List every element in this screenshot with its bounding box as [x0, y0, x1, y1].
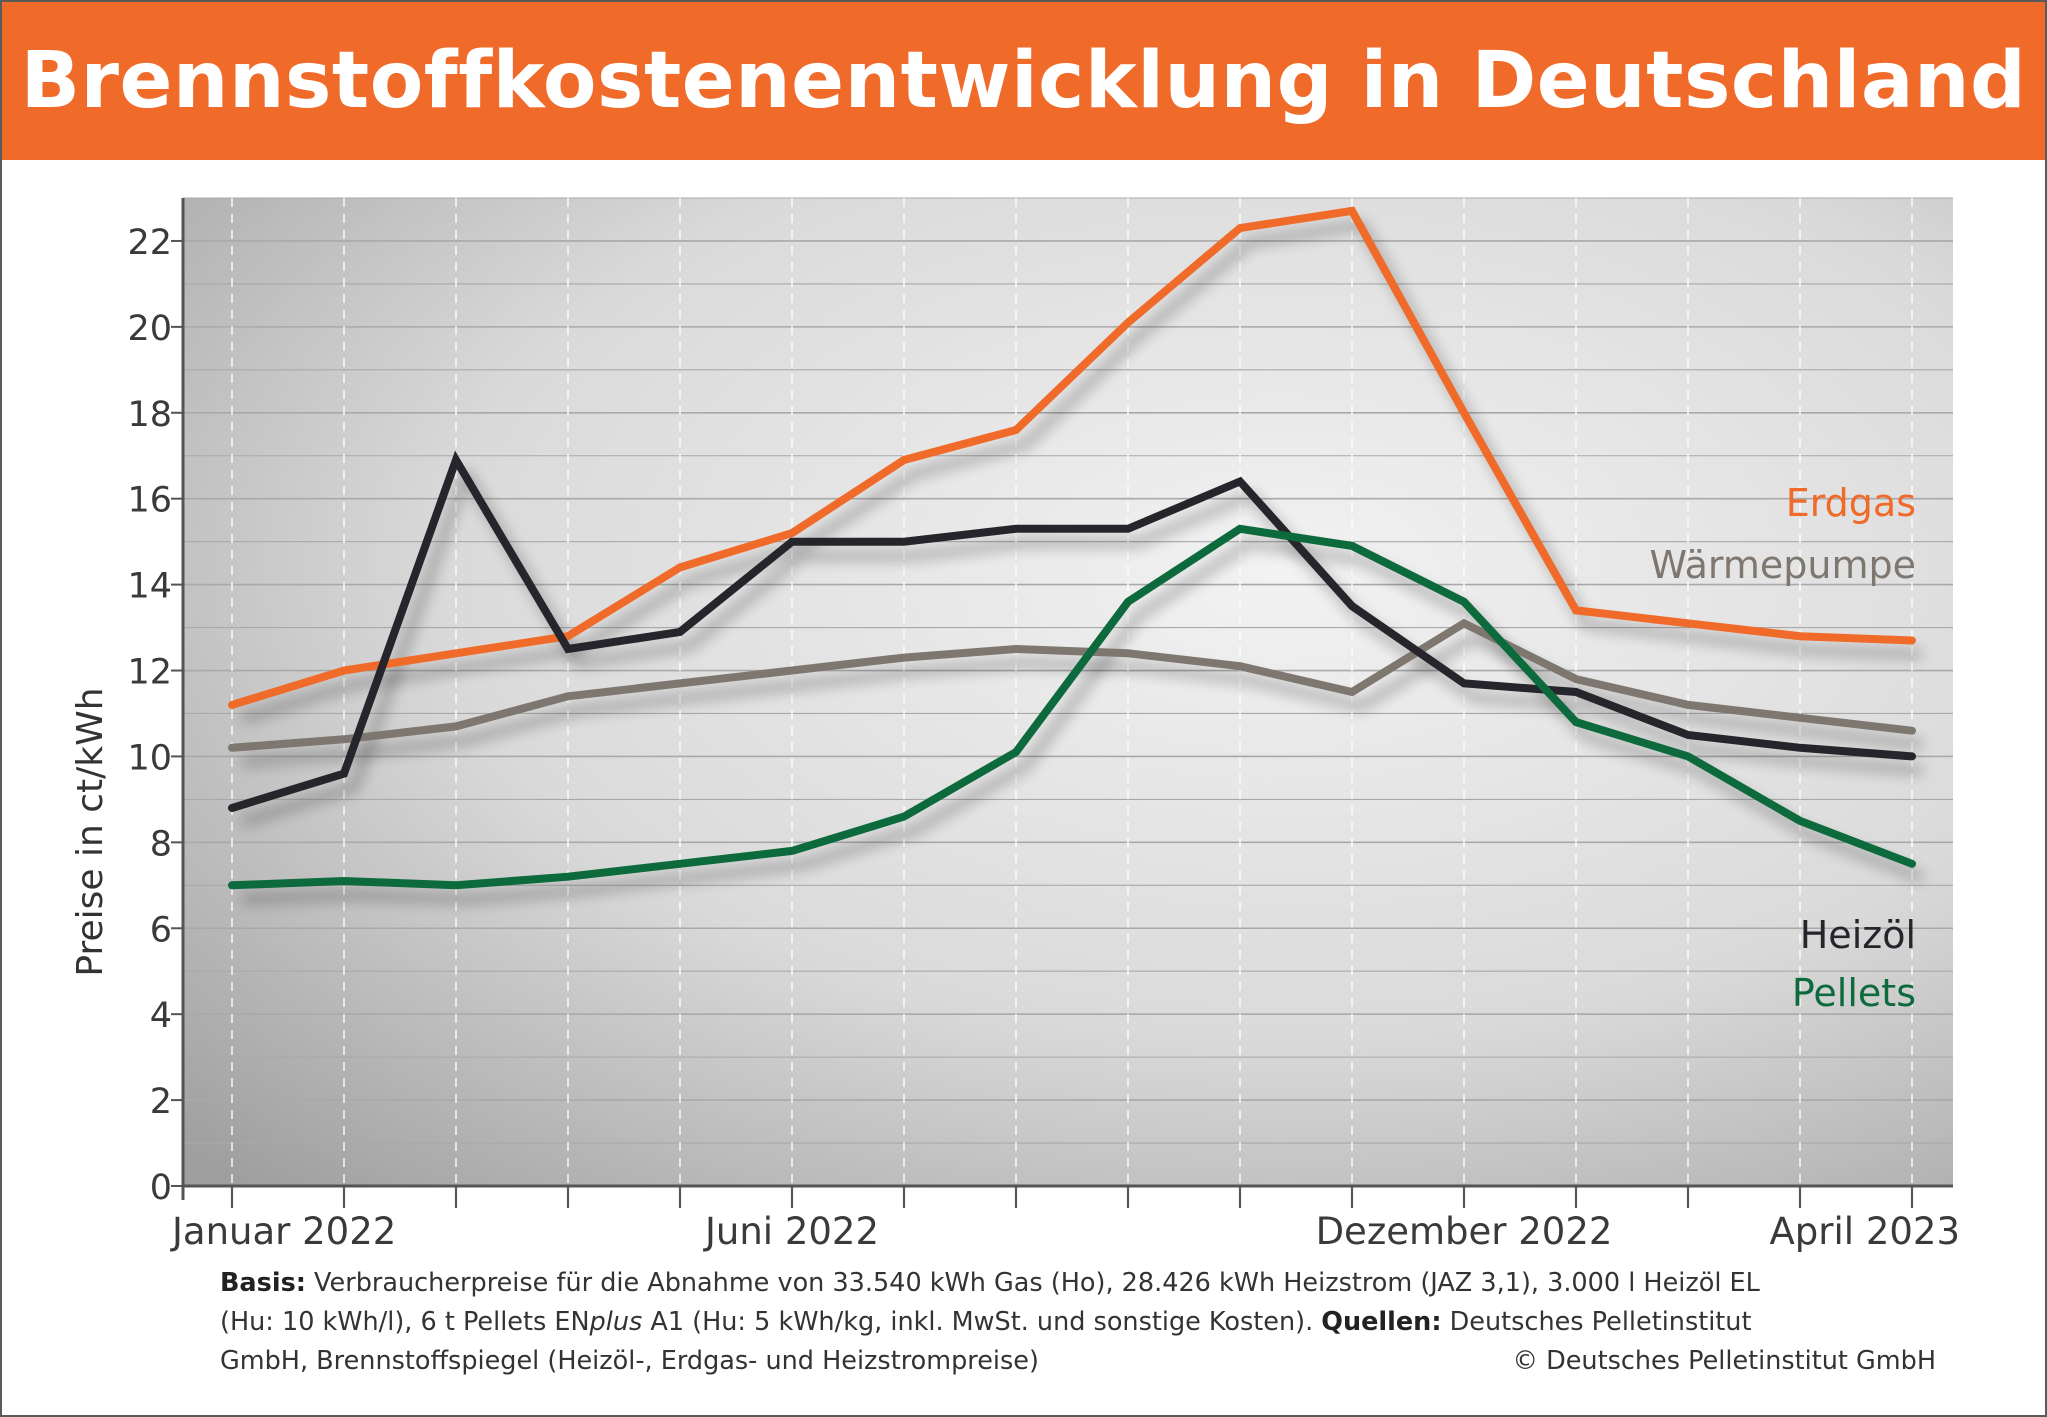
basis-text-1: Verbraucherpreise für die Abnahme von 33…	[305, 1268, 1760, 1298]
y-axis-label: Preise in ct/kWh	[70, 687, 111, 976]
basis-text-2c: A1 (Hu: 5 kWh/kg, inkl. MwSt. und sonsti…	[642, 1307, 1322, 1337]
y-tick-label-8: 8	[150, 824, 172, 864]
y-tick-label-16: 16	[127, 481, 172, 521]
plot-area	[183, 198, 1953, 1186]
series-line-waermepumpe	[228, 618, 1916, 752]
y-tick-label-22: 22	[127, 223, 172, 263]
legend-erdgas: Erdgas	[1786, 481, 1916, 525]
basis-label: Basis:	[220, 1268, 306, 1298]
y-tick-label-10: 10	[127, 738, 172, 778]
series-line-erdgas	[228, 206, 1916, 709]
x-tick-label-2022-12: Dezember 2022	[1316, 1210, 1613, 1253]
y-tick-label-20: 20	[127, 309, 172, 349]
y-tick-label-2: 2	[150, 1082, 172, 1122]
x-tick-label-2022-01: Januar 2022	[170, 1210, 396, 1253]
series-lines	[228, 206, 1916, 890]
legend-pellets: Pellets	[1792, 971, 1916, 1015]
basis-text-2b: plus	[589, 1307, 643, 1337]
copyright: © Deutsches Pelletinstitut GmbH	[1512, 1346, 1937, 1376]
footnote-line-1: Basis: Verbraucherpreise für die Abnahme…	[220, 1264, 1936, 1303]
footnote: Basis: Verbraucherpreise für die Abnahme…	[220, 1264, 1936, 1381]
y-tick-label-4: 4	[150, 996, 172, 1036]
y-tick-label-6: 6	[150, 910, 172, 950]
footnote-line-2: (Hu: 10 kWh/l), 6 t Pellets ENplus A1 (H…	[220, 1303, 1936, 1342]
x-tick-label-2023-04: April 2023	[1770, 1210, 1961, 1253]
legend: Erdgas Wärmepumpe Heizöl Pellets	[1649, 481, 1916, 1015]
vertical-gridlines	[231, 198, 1913, 1186]
series-line-pellets	[228, 524, 1916, 890]
legend-heizoel: Heizöl	[1800, 913, 1916, 957]
y-tick-label-14: 14	[127, 567, 172, 607]
sources-text-1: Deutsches Pelletinstitut	[1441, 1307, 1752, 1337]
x-tick-label-2022-06: Juni 2022	[703, 1210, 879, 1253]
y-tick-label-12: 12	[127, 653, 172, 693]
line-chart: 0 2 4 6 8 10 12 14 16 18 20 22 Januar 2022 Juni 2022…	[70, 197, 1960, 1253]
series-shadow-erdgas	[240, 220, 1923, 724]
chart-title: Brennstoffkostenentwicklung in Deutschla…	[20, 36, 2027, 126]
y-tick-label-0: 0	[150, 1168, 172, 1208]
basis-text-2a: (Hu: 10 kWh/l), 6 t Pellets EN	[220, 1307, 590, 1337]
legend-waermepumpe: Wärmepumpe	[1649, 543, 1916, 587]
footnote-line-3: GmbH, Brennstoffspiegel (Heizöl-, Erdgas…	[220, 1342, 1936, 1381]
title-banner: Brennstoffkostenentwicklung in Deutschla…	[2, 2, 2045, 160]
series-shadow-pellets	[241, 538, 1924, 904]
sources-label: Quellen:	[1321, 1307, 1442, 1337]
y-axis-tick-labels: 0 2 4 6 8 10 12 14 16 18 20 22	[127, 223, 172, 1208]
y-tick-label-18: 18	[127, 395, 172, 435]
sources-text-2: GmbH, Brennstoffspiegel (Heizöl-, Erdgas…	[220, 1346, 1039, 1376]
x-axis-tick-labels: Januar 2022 Juni 2022 Dezember 2022 April 2…	[170, 1210, 1960, 1253]
series-line-heizoel	[228, 450, 1916, 812]
axes	[171, 198, 1953, 1208]
